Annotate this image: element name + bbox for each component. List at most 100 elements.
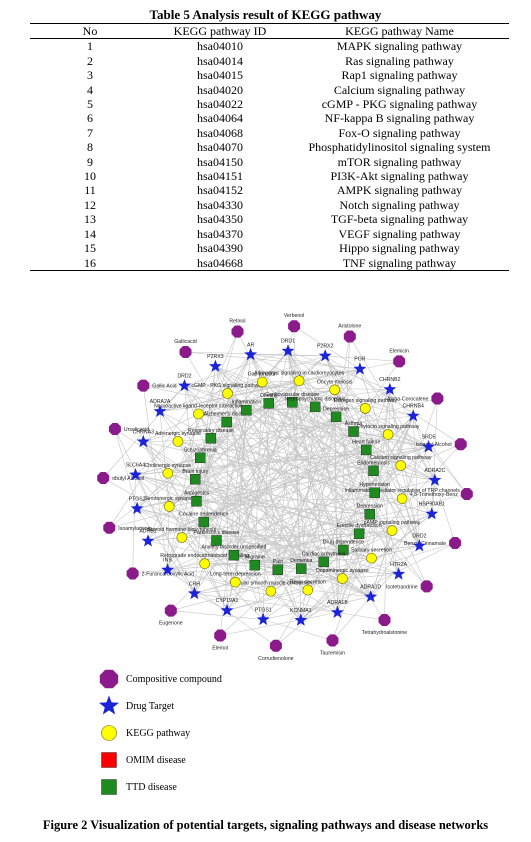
target-label: ADRB1 xyxy=(139,529,156,535)
cell-no: 14 xyxy=(84,226,96,241)
cell-no: 15 xyxy=(84,241,96,256)
compound-label: Alpha-Corocalene xyxy=(387,397,429,403)
disease-label: Schizophrenia xyxy=(184,447,217,453)
compound-label: Retinol xyxy=(229,319,245,325)
target-node xyxy=(178,379,191,392)
network-edge xyxy=(268,403,367,451)
network-edge xyxy=(292,402,436,481)
network-edge xyxy=(195,479,420,547)
network-edge xyxy=(325,355,400,362)
disease-label: Respiratory disease xyxy=(188,428,234,434)
disease-node xyxy=(241,404,252,416)
network-edge xyxy=(195,416,337,480)
pathway-label: cGMP - PKG signaling pathway xyxy=(191,383,264,389)
table-row: 14 hsa04370 VEGF signaling pathway xyxy=(30,227,509,241)
network-edge xyxy=(143,434,389,442)
compound-label: Eugenone xyxy=(159,621,183,627)
target-node xyxy=(129,468,142,481)
disease-label: Cardiovascular disease xyxy=(265,392,319,398)
target-label: CHRNB2 xyxy=(379,377,400,383)
table-row: 6 hsa04064 NF-kappa B signaling pathway xyxy=(30,111,509,125)
cell-pathway-id: hsa04151 xyxy=(197,169,243,184)
compound-label: Isoamylamine xyxy=(118,526,150,532)
network-edge xyxy=(268,403,375,493)
network-edge xyxy=(136,508,217,541)
disease-label: Heart failure xyxy=(352,439,380,445)
compound-label: 2-Furancarboxylic Acid xyxy=(142,572,195,578)
network-edge xyxy=(181,389,390,538)
network-edge xyxy=(233,402,293,556)
network-edge xyxy=(365,408,399,575)
network-edge xyxy=(168,506,228,611)
pathway-node xyxy=(396,493,408,504)
disease-node xyxy=(338,544,349,556)
pathway-label: Dopaminergic synapse xyxy=(316,568,369,574)
compound-node xyxy=(288,320,301,333)
disease-node xyxy=(286,397,298,408)
legend-label: OMIM disease xyxy=(126,754,186,766)
disease-node xyxy=(249,559,261,571)
network-graph: Verbenol Aristolone Elemicin Alpha-Corocale… xyxy=(97,313,473,662)
network-edge xyxy=(181,479,435,538)
target-node xyxy=(318,349,332,362)
cell-pathway-name: NF-kappa B signaling pathway xyxy=(324,111,475,126)
compound-node xyxy=(343,330,356,343)
network-edge xyxy=(307,549,344,591)
target-node xyxy=(422,440,435,453)
pathway-node xyxy=(199,558,211,569)
disease-label: Obesity xyxy=(260,393,278,399)
network-edge xyxy=(194,593,228,611)
compound-label: Verbenol xyxy=(284,313,304,319)
network-edge xyxy=(254,513,370,566)
target-label: KCNMA1 xyxy=(290,608,312,614)
network-edge xyxy=(203,438,212,523)
target-label: P2RX2 xyxy=(317,344,334,350)
pathway-label: Neuroactive ligand-receptor interaction xyxy=(154,403,243,409)
cell-no: 10 xyxy=(84,169,96,184)
compound-node xyxy=(214,629,227,642)
network-edge xyxy=(263,619,333,641)
compound-label: 4,5-Trimethoxy-Benz xyxy=(410,492,458,498)
header-pathway-id: KEGG pathway ID xyxy=(150,22,290,40)
disease-node xyxy=(221,416,232,428)
compound-label: obutyl Alcohol xyxy=(112,476,144,482)
disease-label: Neuropsychiatric disorders xyxy=(284,396,346,402)
network-edge xyxy=(226,415,414,611)
network-edge xyxy=(270,549,344,592)
network-edge xyxy=(216,540,371,598)
target-node xyxy=(364,590,378,603)
cell-pathway-name: Hippo signaling pathway xyxy=(339,241,460,256)
disease-node xyxy=(272,564,284,575)
disease-label: Alzheimer's disease xyxy=(204,412,250,418)
target-node xyxy=(141,534,155,547)
cell-pathway-id: hsa04068 xyxy=(197,125,243,140)
network-edge xyxy=(167,473,228,611)
compound-node xyxy=(231,325,244,338)
compound-node xyxy=(269,639,282,652)
target-label: ADRA2C xyxy=(424,468,445,474)
target-label: DRD2 xyxy=(177,374,191,380)
pathway-node xyxy=(329,384,340,396)
network-edge xyxy=(195,479,236,583)
network-edge xyxy=(287,350,343,579)
legend-item: KEGG pathway xyxy=(98,722,190,744)
pathway-node xyxy=(395,460,407,471)
network-edge xyxy=(246,409,375,493)
cell-pathway-name: AMPK signaling pathway xyxy=(336,183,463,198)
pathway-label: Steroid hormone biosynthesis xyxy=(148,527,217,533)
network-edge xyxy=(323,513,371,563)
cell-pathway-name: Phosphatidylinositol signaling system xyxy=(308,140,491,155)
compound-label: Tauremisin xyxy=(320,650,345,656)
pathway-label: Retrograde endocannabinoid signaling xyxy=(160,553,249,559)
network-edge xyxy=(194,578,343,594)
network-edge xyxy=(159,385,185,412)
network-edge xyxy=(287,350,399,575)
compound-node xyxy=(179,346,192,358)
network-edge xyxy=(215,366,393,531)
network-edge xyxy=(195,479,370,515)
disease-label: Asthma xyxy=(345,421,363,427)
compound-node xyxy=(393,355,406,368)
network-edge xyxy=(301,406,316,569)
disease-label: Parkinson's disease xyxy=(194,530,240,536)
network-edge xyxy=(300,557,372,621)
